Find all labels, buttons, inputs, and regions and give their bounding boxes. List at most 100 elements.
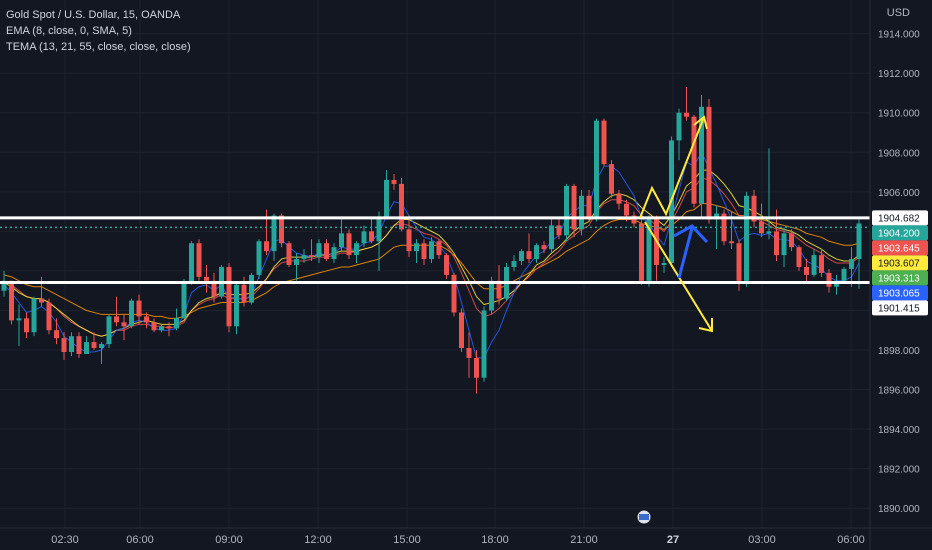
candle-body <box>189 243 194 283</box>
candle-body <box>849 259 854 269</box>
candle-body <box>444 255 449 275</box>
candle-body <box>234 284 239 327</box>
blue-arrowhead <box>673 224 709 244</box>
candle-body <box>166 326 172 329</box>
price-tick-label: 1906.000 <box>878 188 920 199</box>
candle-body <box>301 255 307 260</box>
price-tag-label: 1903.065 <box>878 288 920 299</box>
candle-body <box>534 245 539 260</box>
candle-body <box>826 272 832 287</box>
tema-indicator-label[interactable]: TEMA (13, 21, 55, close, close, close) <box>6 41 191 53</box>
candle-body <box>466 348 472 358</box>
time-tick-label: 06:00 <box>837 534 865 546</box>
time-tick-label: 15:00 <box>393 534 421 546</box>
candle-body <box>346 233 352 256</box>
candle-body <box>624 203 629 216</box>
candle-body <box>279 215 284 244</box>
candle-body <box>481 310 487 378</box>
candle-body <box>181 282 187 319</box>
time-tick-label: 21:00 <box>570 534 598 546</box>
candle-body <box>781 233 787 256</box>
candle-body <box>564 185 569 236</box>
candle-body <box>406 229 412 252</box>
candle-body <box>61 338 67 352</box>
candle-body <box>511 261 517 267</box>
candle-body <box>796 247 802 267</box>
level-lines <box>0 216 870 284</box>
ema-indicator-label[interactable]: EMA (8, close, 0, SMA, 5) <box>6 25 132 37</box>
candle-body <box>324 243 329 260</box>
price-tick-label: 1908.000 <box>878 148 920 159</box>
candle-body <box>151 322 157 331</box>
price-tag-label: 1903.607 <box>878 258 920 269</box>
candle-body <box>46 302 52 331</box>
symbol-title[interactable]: Gold Spot / U.S. Dollar, 15, OANDA <box>6 9 181 21</box>
candle-body <box>91 342 97 349</box>
price-tag-label: 1903.313 <box>878 273 920 284</box>
price-tick-label: 1892.000 <box>878 465 920 476</box>
price-tag-1901-415 <box>872 300 928 316</box>
candle-body <box>294 259 299 265</box>
candle-body <box>376 217 382 242</box>
candle-body <box>429 241 434 260</box>
candle-body <box>841 268 847 281</box>
candle-body <box>76 336 82 354</box>
price-tag-1903-645 <box>872 240 928 256</box>
price-tags: 1904.682 1904.200 1903.645 1903.607 1903.313… <box>872 210 928 316</box>
bearish-arrowhead <box>698 318 713 333</box>
candle-body <box>256 241 262 275</box>
candle-body <box>744 195 749 281</box>
candle-body <box>774 231 779 256</box>
candle-body <box>361 231 367 244</box>
time-tick-label: 06:00 <box>126 534 154 546</box>
currency-label[interactable]: USD <box>886 7 910 19</box>
candle-body <box>16 318 22 321</box>
candle-body <box>436 241 442 256</box>
time-tick-label: 09:00 <box>215 534 243 546</box>
candle-body <box>331 247 337 260</box>
candle-body <box>496 280 502 299</box>
candle-body <box>474 357 479 378</box>
candle-body <box>691 116 697 204</box>
candle-body <box>489 280 494 311</box>
candle-body <box>54 330 59 339</box>
price-tag-label: 1904.682 <box>878 213 920 224</box>
candle-body <box>129 300 134 327</box>
candle-body <box>751 195 757 222</box>
candle-body <box>99 344 104 349</box>
candle-body <box>556 225 562 236</box>
candle-body <box>609 164 614 194</box>
candle-body <box>1 280 7 291</box>
price-tag-label: 1903.645 <box>878 243 920 254</box>
price-tag-1904-682 <box>872 210 928 226</box>
candle-body <box>721 213 727 242</box>
time-tick-label: 03:00 <box>748 534 776 546</box>
candle-body <box>459 312 464 349</box>
price-tag-label: 1904.200 <box>878 228 920 239</box>
candle-body <box>594 120 599 218</box>
candle-body <box>601 120 607 165</box>
candle-body <box>736 243 742 281</box>
candle-body <box>414 243 419 252</box>
candle-body <box>369 231 374 242</box>
candle-body <box>106 316 112 345</box>
candle-body <box>241 284 247 303</box>
candle-body <box>316 243 322 258</box>
price-tick-label: 1890.000 <box>878 504 920 515</box>
price-tick-label: 1894.000 <box>878 425 920 436</box>
candle-body <box>204 276 209 281</box>
candle-body <box>549 225 554 250</box>
candle-body <box>789 233 794 248</box>
bullish-arrowhead <box>693 115 708 130</box>
price-tick-label: 1914.000 <box>878 30 920 41</box>
candle-body <box>519 251 524 262</box>
price-tag-label: 1901.415 <box>878 303 920 314</box>
candle-body <box>819 255 824 273</box>
projection-arrows <box>639 115 713 333</box>
chart-legend: Gold Spot / U.S. Dollar, 15, OANDA EMA (… <box>6 7 191 55</box>
event-flag-stripe <box>639 514 649 520</box>
candle-body <box>354 243 359 256</box>
candle-body <box>309 255 314 258</box>
candle-body <box>399 183 404 230</box>
